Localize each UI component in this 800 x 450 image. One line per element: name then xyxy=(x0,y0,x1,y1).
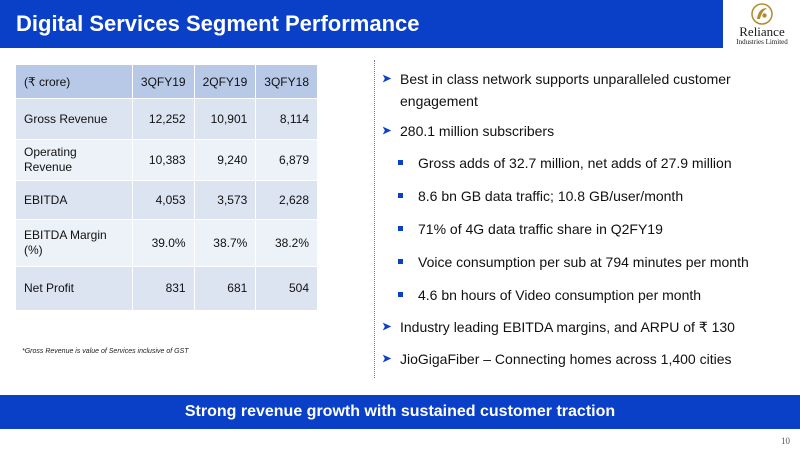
table-cell: 8,114 xyxy=(255,98,318,140)
title-bar: Digital Services Segment Performance xyxy=(0,0,723,48)
bullet-item: ➤ Best in class network supports unparal… xyxy=(382,68,792,112)
table-cell: 39.0% xyxy=(131,219,195,267)
bullet-item: ➤ Industry leading EBITDA margins, and A… xyxy=(382,316,792,338)
page-title: Digital Services Segment Performance xyxy=(16,11,420,36)
table-cell: 831 xyxy=(131,266,195,311)
table-cell: 10,901 xyxy=(193,98,257,140)
row-label: Operating Revenue xyxy=(15,139,133,181)
sub-bullet-item: Voice consumption per sub at 794 minutes… xyxy=(382,251,792,273)
bullet-text: Industry leading EBITDA margins, and ARP… xyxy=(400,319,735,335)
sub-bullet-text: 71% of 4G data traffic share in Q2FY19 xyxy=(418,221,663,237)
sub-bullet-text: Voice consumption per sub at 794 minutes… xyxy=(418,254,749,270)
table-cell: 681 xyxy=(193,266,257,311)
arrow-bullet-icon: ➤ xyxy=(382,321,392,333)
highlights-list: ➤ Best in class network supports unparal… xyxy=(382,68,792,370)
page-number: 10 xyxy=(781,436,790,446)
summary-banner-text: Strong revenue growth with sustained cus… xyxy=(184,403,616,420)
arrow-bullet-icon: ➤ xyxy=(382,73,392,85)
column-header: 2QFY19 xyxy=(193,64,257,99)
logo-name: Reliance xyxy=(739,24,785,39)
table-row: EBITDA Margin (%) 39.0% 38.7% 38.2% xyxy=(15,219,318,267)
bullet-item: ➤ JioGigaFiber – Connecting homes across… xyxy=(382,348,792,370)
table-header-row: (₹ crore) 3QFY19 2QFY19 3QFY18 xyxy=(15,64,318,99)
financial-table: (₹ crore) 3QFY19 2QFY19 3QFY18 Gross Rev… xyxy=(15,64,318,311)
square-bullet-icon xyxy=(398,292,403,297)
reliance-emblem-icon xyxy=(751,3,773,25)
arrow-bullet-icon: ➤ xyxy=(382,125,392,137)
sub-bullet-text: Gross adds of 32.7 million, net adds of … xyxy=(418,155,732,171)
bullet-item: ➤ 280.1 million subscribers xyxy=(382,120,792,142)
sub-bullet-item: 4.6 bn hours of Video consumption per mo… xyxy=(382,284,792,306)
table-cell: 9,240 xyxy=(193,139,257,181)
sub-bullet-text: 8.6 bn GB data traffic; 10.8 GB/user/mon… xyxy=(418,188,684,204)
column-header: 3QFY19 xyxy=(131,64,195,99)
sub-bullet-item: Gross adds of 32.7 million, net adds of … xyxy=(382,152,792,174)
sub-bullet-item: 8.6 bn GB data traffic; 10.8 GB/user/mon… xyxy=(382,185,792,207)
arrow-bullet-icon: ➤ xyxy=(382,353,392,365)
table-cell: 3,573 xyxy=(193,180,257,220)
row-label: Gross Revenue xyxy=(15,98,133,140)
sub-bullet-item: 71% of 4G data traffic share in Q2FY19 xyxy=(382,218,792,240)
column-divider xyxy=(374,60,375,378)
table-row: Operating Revenue 10,383 9,240 6,879 xyxy=(15,139,318,181)
table-cell: 38.7% xyxy=(193,219,257,267)
table-footnote: *Gross Revenue is value of Services incl… xyxy=(22,348,189,355)
logo-subtitle: Industries Limited xyxy=(736,38,788,46)
table-cell: 6,879 xyxy=(255,139,318,181)
table-cell: 4,053 xyxy=(131,180,195,220)
table-cell: 38.2% xyxy=(255,219,318,267)
table-cell: 504 xyxy=(255,266,318,311)
row-label: EBITDA Margin (%) xyxy=(15,219,133,267)
sub-bullet-text: 4.6 bn hours of Video consumption per mo… xyxy=(418,287,702,303)
table-cell: 2,628 xyxy=(255,180,318,220)
row-label: Net Profit xyxy=(15,266,133,311)
table-row: Net Profit 831 681 504 xyxy=(15,266,318,311)
bullet-text: Best in class network supports unparalle… xyxy=(400,71,731,109)
square-bullet-icon xyxy=(398,226,403,231)
table-cell: 12,252 xyxy=(131,98,195,140)
summary-banner: Strong revenue growth with sustained cus… xyxy=(0,395,800,429)
table-row: EBITDA 4,053 3,573 2,628 xyxy=(15,180,318,220)
bullet-text: JioGigaFiber – Connecting homes across 1… xyxy=(400,351,732,367)
row-label: EBITDA xyxy=(15,180,133,220)
bullet-text: 280.1 million subscribers xyxy=(400,123,555,139)
column-header: (₹ crore) xyxy=(15,64,133,99)
square-bullet-icon xyxy=(398,259,403,264)
column-header: 3QFY18 xyxy=(255,64,318,99)
table-cell: 10,383 xyxy=(131,139,195,181)
company-logo: Reliance Industries Limited xyxy=(726,3,798,49)
table-row: Gross Revenue 12,252 10,901 8,114 xyxy=(15,98,318,140)
square-bullet-icon xyxy=(398,193,403,198)
square-bullet-icon xyxy=(398,160,403,165)
